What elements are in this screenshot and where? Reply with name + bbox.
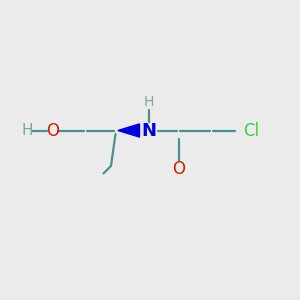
Text: Cl: Cl <box>243 122 259 140</box>
Polygon shape <box>118 124 140 137</box>
Text: N: N <box>141 122 156 140</box>
Text: H: H <box>21 123 33 138</box>
Text: O: O <box>172 160 185 178</box>
Text: O: O <box>46 122 59 140</box>
Text: H: H <box>143 95 154 109</box>
